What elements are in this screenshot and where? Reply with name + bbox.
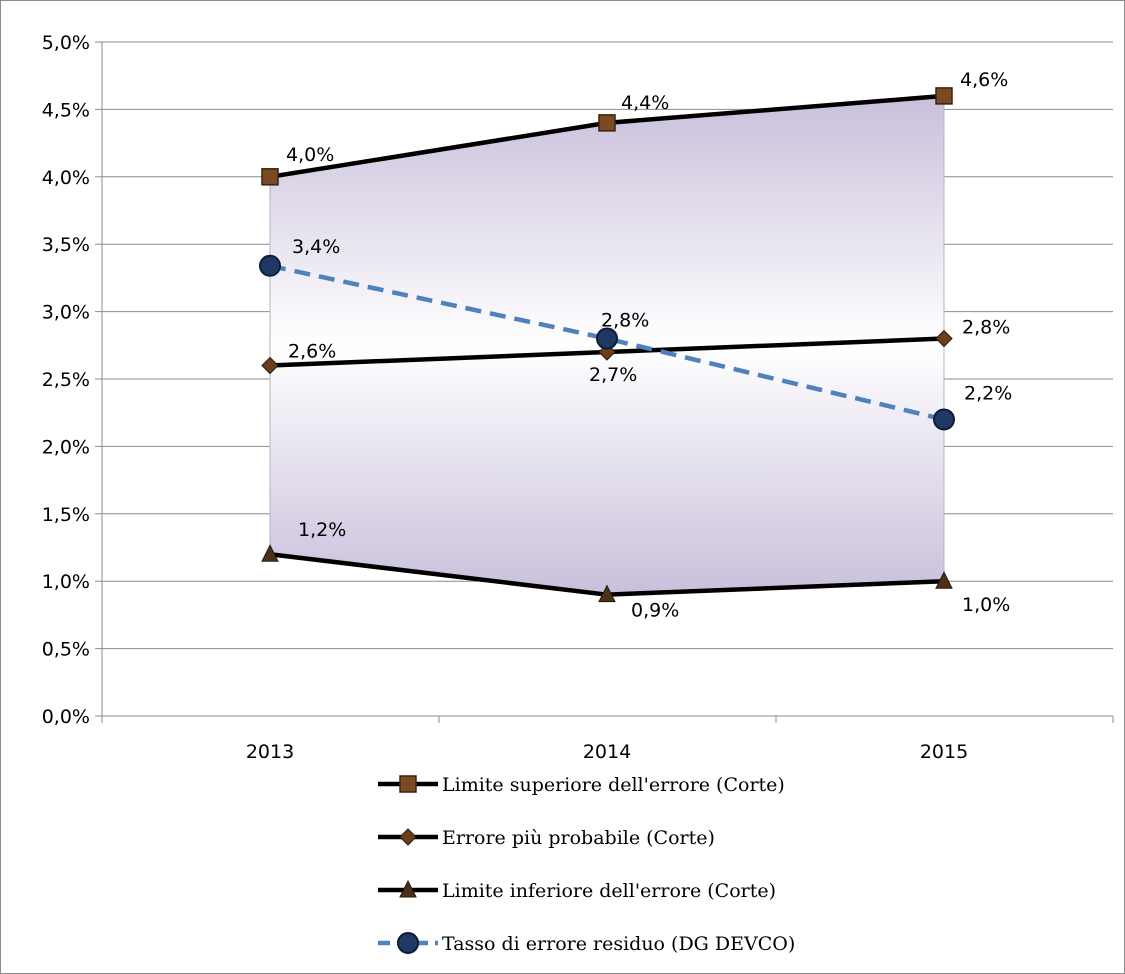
data-label: 3,4% xyxy=(292,236,340,258)
x-tick-label: 2014 xyxy=(583,741,631,763)
legend-marker-circle xyxy=(397,932,419,954)
legend-label: Limite superiore dell'errore (Corte) xyxy=(442,774,785,796)
series-group xyxy=(259,87,955,603)
legend-marker-square xyxy=(399,775,417,793)
y-tick-label: 2,5% xyxy=(42,369,90,391)
legend-label: Tasso di errore residuo (DG DEVCO) xyxy=(442,933,795,955)
legend: Limite superiore dell'errore (Corte) Erro… xyxy=(378,774,795,955)
data-label: 2,8% xyxy=(601,310,649,332)
data-label: 1,0% xyxy=(962,594,1010,616)
y-tick-label: 5,0% xyxy=(42,32,90,54)
data-label: 2,8% xyxy=(962,317,1010,339)
legend-marker-triangle xyxy=(399,879,417,898)
series-line xyxy=(269,263,945,422)
series-point-diamond xyxy=(261,356,279,375)
x-tick-label: 2015 xyxy=(920,741,968,763)
series-point-square xyxy=(935,87,953,105)
y-tick-label: 4,5% xyxy=(42,99,90,121)
x-tick-label: 2013 xyxy=(246,741,294,763)
legend-marker-diamond xyxy=(399,828,417,846)
series-point-circle xyxy=(259,254,281,277)
data-label: 2,2% xyxy=(964,382,1012,404)
data-label: 4,4% xyxy=(621,92,669,114)
axes: 0,0% 0,5% 1,0% 1,5% 2,0% 2,5% 3,0% 3,5% 4,0% 4,5%… xyxy=(42,32,1114,763)
data-label: 4,0% xyxy=(286,144,334,166)
series-point-square xyxy=(261,168,279,186)
data-labels: 4,0% 4,4% 4,6% 2,6% 2,7% 2,8% 1,2% 0,9% 1,0% 3,4%… xyxy=(286,69,1012,622)
y-tick-label: 3,0% xyxy=(42,302,90,324)
series-point-triangle xyxy=(261,544,279,562)
data-label: 2,7% xyxy=(589,364,637,386)
series-point-circle xyxy=(933,408,955,431)
data-label: 0,9% xyxy=(631,600,679,622)
series-point-square xyxy=(598,114,616,132)
series-point-triangle xyxy=(598,584,616,603)
data-label: 1,2% xyxy=(298,519,346,541)
legend-label: Errore più probabile (Corte) xyxy=(442,827,715,849)
y-tick-label: 4,0% xyxy=(42,167,90,189)
y-tick-label: 1,5% xyxy=(42,504,90,526)
y-tick-label: 2,0% xyxy=(42,436,90,458)
y-tick-label: 3,5% xyxy=(42,234,90,256)
y-tick-label: 0,5% xyxy=(42,639,90,661)
series-point-diamond xyxy=(935,329,953,348)
y-tick-label: 0,0% xyxy=(42,706,90,728)
series-point-triangle xyxy=(935,571,953,589)
data-label: 4,6% xyxy=(960,69,1008,91)
series-point-circle xyxy=(596,327,618,350)
data-label: 2,6% xyxy=(288,341,336,363)
y-tick-label: 1,0% xyxy=(42,571,90,593)
legend-label: Limite inferiore dell'errore (Corte) xyxy=(442,880,776,902)
